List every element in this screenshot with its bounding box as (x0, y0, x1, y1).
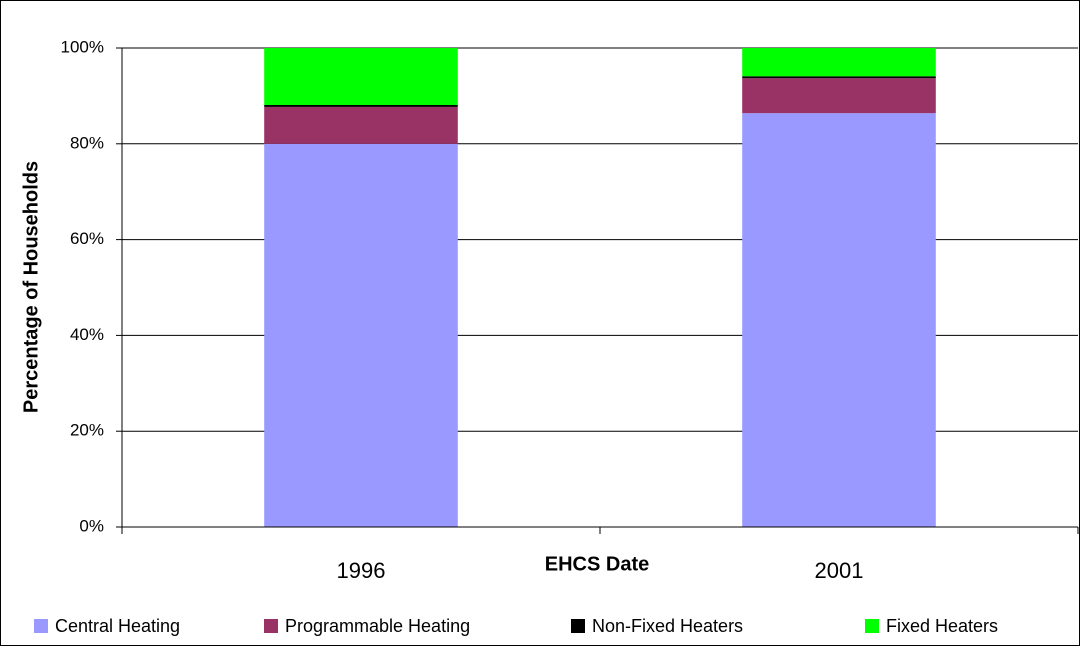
x-axis-title: EHCS Date (545, 553, 649, 575)
bar-segment (742, 78, 936, 114)
legend-label: Central Heating (55, 616, 180, 636)
legend-label: Programmable Heating (285, 616, 470, 636)
bar-segment (742, 76, 936, 79)
bar-segment (264, 105, 458, 107)
x-tick-label: 1996 (337, 558, 386, 583)
bar-segment (264, 106, 458, 144)
x-tick-label: 2001 (815, 558, 864, 583)
bar-segment (264, 48, 458, 106)
y-axis-title: Percentage of Households (20, 161, 42, 413)
y-tick-label: 100% (61, 37, 104, 56)
y-tick-label: 20% (70, 421, 104, 440)
legend-swatch (264, 619, 278, 633)
legend-swatch (34, 619, 48, 633)
legend-label: Non-Fixed Heaters (592, 616, 743, 636)
bar-segment (742, 48, 936, 77)
y-tick-label: 80% (70, 133, 104, 152)
y-tick-label: 0% (79, 516, 104, 535)
legend-swatch (865, 619, 879, 633)
bar-segment (264, 143, 458, 528)
y-tick-label: 60% (70, 229, 104, 248)
y-tick-label: 40% (70, 325, 104, 344)
legend-label: Fixed Heaters (886, 616, 998, 636)
bar-segment (742, 113, 936, 528)
legend-swatch (571, 619, 585, 633)
